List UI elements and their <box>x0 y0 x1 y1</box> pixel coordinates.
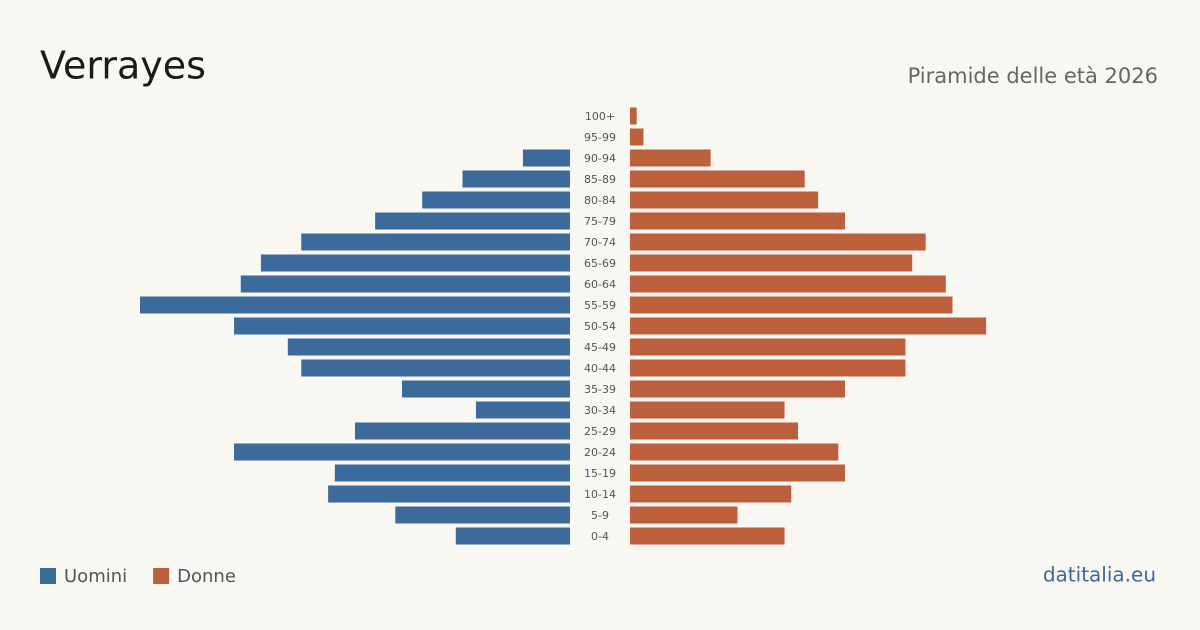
age-label: 60-64 <box>584 278 616 291</box>
age-label: 0-4 <box>591 530 609 543</box>
bar <box>234 317 570 335</box>
age-label: 15-19 <box>584 467 616 480</box>
age-label: 70-74 <box>584 236 616 249</box>
age-label: 30-34 <box>584 404 616 417</box>
bar <box>630 359 906 377</box>
chart-title: Verrayes <box>40 44 206 88</box>
bar <box>630 212 845 230</box>
age-label: 55-59 <box>584 299 616 312</box>
age-label: 80-84 <box>584 194 616 207</box>
bar <box>630 275 946 293</box>
bar <box>522 149 570 167</box>
bar <box>240 275 570 293</box>
legend-label: Uomini <box>64 566 127 587</box>
bar <box>630 233 926 251</box>
age-label: 20-24 <box>584 446 616 459</box>
age-label: 95-99 <box>584 131 616 144</box>
bar <box>395 506 570 524</box>
bar <box>630 464 845 482</box>
bar <box>630 485 792 503</box>
bar <box>630 527 785 545</box>
bar <box>402 380 570 398</box>
age-label: 35-39 <box>584 383 616 396</box>
bar <box>455 527 570 545</box>
bar <box>375 212 570 230</box>
age-label: 85-89 <box>584 173 616 186</box>
bar <box>234 443 570 461</box>
bar <box>630 107 637 125</box>
age-label: 65-69 <box>584 257 616 270</box>
bar <box>260 254 570 272</box>
age-label: 40-44 <box>584 362 616 375</box>
bar <box>630 317 987 335</box>
bar <box>630 443 839 461</box>
bar <box>630 128 644 146</box>
legend-label: Donne <box>177 566 236 587</box>
bar <box>630 338 906 356</box>
age-label: 45-49 <box>584 341 616 354</box>
bar <box>334 464 570 482</box>
bar <box>287 338 570 356</box>
bar <box>630 254 913 272</box>
bar <box>630 191 819 209</box>
bar <box>422 191 570 209</box>
bar <box>630 296 953 314</box>
age-label: 75-79 <box>584 215 616 228</box>
age-label: 100+ <box>585 110 615 123</box>
bar <box>630 401 785 419</box>
legend-swatch <box>153 568 170 584</box>
bar <box>462 170 570 188</box>
bar <box>301 359 570 377</box>
legend-swatch <box>40 568 56 584</box>
age-label: 50-54 <box>584 320 616 333</box>
source[interactable]: datitalia.eu <box>1043 563 1156 587</box>
age-label: 90-94 <box>584 152 616 165</box>
bar <box>630 170 805 188</box>
bar <box>630 422 798 440</box>
bar <box>630 380 845 398</box>
bar <box>301 233 570 251</box>
age-label: 10-14 <box>584 488 616 501</box>
age-label: 25-29 <box>584 425 616 438</box>
bar <box>630 149 711 167</box>
chart-subtitle: Piramide delle età 2026 <box>908 64 1158 88</box>
bar <box>475 401 570 419</box>
bar <box>630 506 738 524</box>
bar <box>140 296 570 314</box>
bar <box>328 485 570 503</box>
bar <box>355 422 570 440</box>
age-label: 5-9 <box>591 509 609 522</box>
